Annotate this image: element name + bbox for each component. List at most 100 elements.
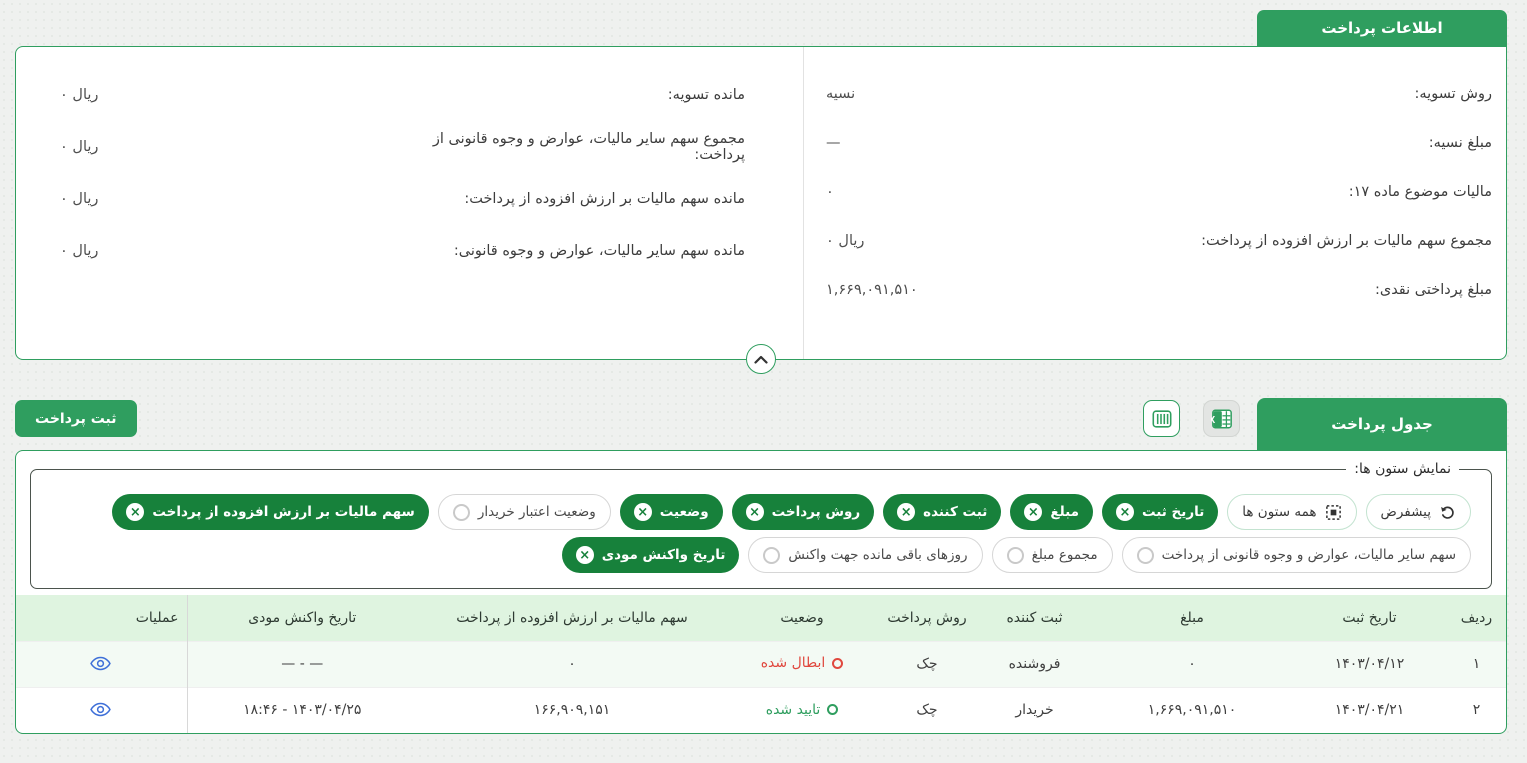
column-chip-label: تاریخ واکنش مودی: [601, 547, 726, 563]
status-dot-icon: [832, 657, 844, 669]
info-value: نسیه: [826, 85, 856, 102]
x-circle-icon[interactable]: ×: [1024, 503, 1043, 521]
collapse-panel-button[interactable]: [746, 344, 776, 374]
info-value: ۰ ریال: [60, 243, 99, 259]
columns-filter-legend: نمایش ستون ها:: [1354, 461, 1451, 477]
info-label: مبلغ نسیه:: [1428, 134, 1492, 151]
x-circle-icon[interactable]: ×: [897, 503, 916, 521]
column-chip-label: سهم مالیات بر ارزش افزوده از پرداخت: [152, 504, 415, 520]
radio-circle-icon: [1006, 546, 1024, 564]
info-value: ۰ ریال: [60, 191, 99, 207]
column-chip-label: پیشفرض: [1380, 504, 1431, 520]
cell-status: تایید شده: [727, 686, 877, 733]
info-row: مالیات موضوع ماده ۱۷: ۰: [826, 167, 1492, 216]
cell-row-number: ۱: [1447, 640, 1506, 687]
columns-filter-fieldset: نمایش ستون ها: پیشفرض ×: [30, 461, 1492, 589]
x-circle-icon[interactable]: ×: [126, 503, 145, 521]
column-chip-label: ثبت کننده: [923, 504, 988, 520]
table-columns-icon: [1151, 408, 1173, 430]
info-value: ۰: [826, 183, 834, 200]
info-label: مجموع سهم سایر مالیات، عوارض و وجوه قانو…: [432, 131, 745, 163]
column-chip-label: مبلغ: [1050, 504, 1079, 520]
chevron-up-icon: [754, 355, 768, 364]
column-chip[interactable]: مجموع مبلغ ×: [991, 537, 1113, 573]
select-all-icon: [1325, 504, 1342, 521]
column-chip[interactable]: ثبت کننده ×: [883, 494, 1002, 530]
cell-registrar: خریدار: [977, 686, 1092, 733]
cell-vat-share: ۰: [417, 640, 727, 687]
cell-register-date: ۱۴۰۳/۰۴/۲۱: [1292, 686, 1447, 733]
column-chip[interactable]: تاریخ واکنش مودی ×: [561, 537, 740, 573]
info-row: مانده تسویه: ۰ ریال: [60, 69, 745, 121]
cell-vat-share: ۱۶۶,۹۰۹,۱۵۱: [417, 686, 727, 733]
column-chip-label: وضعیت: [659, 504, 709, 520]
table-header-cell: روش پرداخت: [877, 595, 977, 641]
info-value: —: [826, 134, 841, 151]
payment-info-panel: روش تسویه: نسیه مبلغ نسیه: — مالیات موضو…: [15, 46, 1507, 374]
x-circle-icon[interactable]: ×: [745, 503, 764, 521]
info-label: مبلغ پرداختی نقدی:: [1374, 281, 1492, 298]
info-column-right: روش تسویه: نسیه مبلغ نسیه: — مالیات موضو…: [803, 47, 1506, 359]
eye-icon: [89, 656, 111, 671]
cell-taxpayer-reaction-date: — - —: [187, 640, 417, 687]
info-row: روش تسویه: نسیه: [826, 69, 1492, 118]
info-value: ۰ ریال: [60, 87, 99, 103]
info-column-left: مانده تسویه: ۰ ریال مجموع سهم سایر مالیا…: [16, 47, 803, 359]
excel-export-button[interactable]: X: [1203, 400, 1240, 437]
tab-payment-info[interactable]: اطلاعات پرداخت: [1257, 10, 1507, 46]
table-header-cell: مبلغ: [1092, 595, 1292, 641]
column-chip[interactable]: مبلغ ×: [1010, 494, 1093, 530]
column-chip[interactable]: وضعیت اعتبار خریدار ×: [437, 494, 611, 530]
table-header-cell: سهم مالیات بر ارزش افزوده از پرداخت: [417, 595, 727, 641]
view-details-button[interactable]: [86, 654, 115, 673]
payment-table: ردیف تاریخ ثبت مبلغ ثبت کننده روش پرداخت وضعی…: [16, 595, 1506, 733]
chips-row-1: پیشفرض × همه ستون ها ×: [51, 494, 1471, 530]
payment-table-panel: نمایش ستون ها: پیشفرض ×: [15, 450, 1507, 734]
column-chip[interactable]: روزهای باقی مانده جهت واکنش ×: [748, 537, 983, 573]
table-header-cell: تاریخ ثبت: [1292, 595, 1447, 641]
column-chip[interactable]: سهم مالیات بر ارزش افزوده از پرداخت ×: [112, 494, 429, 530]
x-circle-icon[interactable]: ×: [1115, 503, 1134, 521]
table-columns-button[interactable]: [1143, 400, 1180, 437]
cell-status: ابطال شده: [727, 640, 877, 687]
cell-actions: [16, 640, 188, 687]
cell-actions: [16, 686, 188, 733]
column-chip-label: روش پرداخت: [771, 504, 861, 520]
column-chip[interactable]: تاریخ ثبت ×: [1101, 494, 1219, 530]
info-row: مبلغ نسیه: —: [826, 118, 1492, 167]
view-details-button[interactable]: [86, 700, 115, 719]
info-value: ۱,۶۶۹,۰۹۱,۵۱۰: [826, 281, 918, 298]
table-row: ۱ ۱۴۰۳/۰۴/۱۲ ۰ فروشنده چک ابطال شده ۰ —: [16, 640, 1506, 687]
x-circle-icon[interactable]: ×: [633, 503, 652, 521]
table-header-cell: ثبت کننده: [977, 595, 1092, 641]
column-chip-label: همه ستون ها: [1242, 504, 1317, 520]
info-label: مانده تسویه:: [667, 87, 745, 103]
column-chip[interactable]: پیشفرض ×: [1365, 494, 1471, 530]
register-payment-button[interactable]: ثبت پرداخت: [15, 400, 137, 437]
info-label: مانده سهم مالیات بر ارزش افزوده از پرداخ…: [464, 191, 745, 207]
column-chip[interactable]: سهم سایر مالیات، عوارض و وجوه قانونی از …: [1121, 537, 1471, 573]
column-chip-label: سهم سایر مالیات، عوارض و وجوه قانونی از …: [1161, 547, 1456, 563]
cell-row-number: ۲: [1447, 686, 1506, 733]
column-chip[interactable]: همه ستون ها ×: [1227, 494, 1357, 530]
column-chip[interactable]: وضعیت ×: [619, 494, 723, 530]
column-chip[interactable]: روش پرداخت ×: [731, 494, 875, 530]
status-label: تایید شده: [765, 701, 821, 718]
cell-registrar: فروشنده: [977, 640, 1092, 687]
status-label: ابطال شده: [760, 655, 826, 672]
tab-payment-table[interactable]: جدول پرداخت: [1257, 398, 1507, 450]
radio-circle-icon: [1136, 546, 1154, 564]
svg-text:X: X: [1211, 414, 1215, 425]
info-label: مالیات موضوع ماده ۱۷:: [1348, 183, 1492, 200]
table-row: ۲ ۱۴۰۳/۰۴/۲۱ ۱,۶۶۹,۰۹۱,۵۱۰ خریدار چک تای…: [16, 686, 1506, 733]
info-label: روش تسویه:: [1414, 85, 1492, 102]
cell-register-date: ۱۴۰۳/۰۴/۱۲: [1292, 640, 1447, 687]
cell-payment-method: چک: [877, 640, 977, 687]
radio-circle-icon: [452, 503, 470, 521]
cell-amount: ۰: [1092, 640, 1292, 687]
table-header-cell: وضعیت: [727, 595, 877, 641]
cell-taxpayer-reaction-date: ۱۴۰۳/۰۴/۲۵ - ۱۸:۴۶: [187, 686, 417, 733]
info-row: مانده سهم سایر مالیات، عوارض و وجوه قانو…: [60, 225, 745, 277]
x-circle-icon[interactable]: ×: [575, 546, 594, 564]
status-badge: تایید شده: [766, 702, 839, 718]
